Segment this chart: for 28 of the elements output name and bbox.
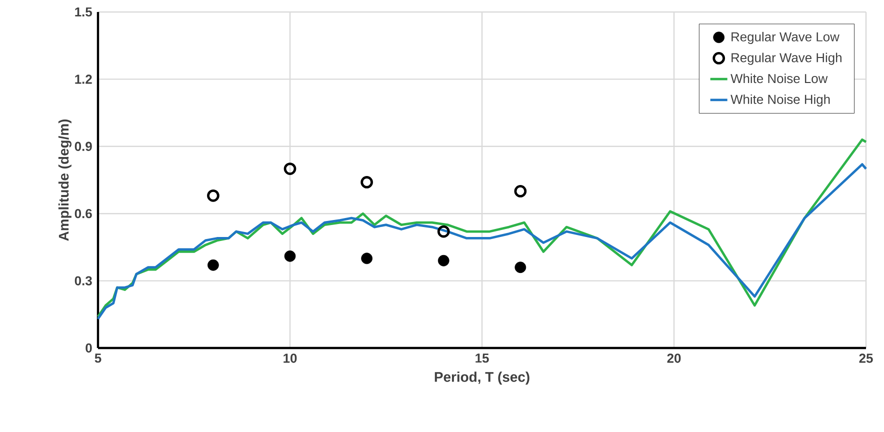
legend-label: White Noise High bbox=[730, 94, 830, 107]
point bbox=[207, 190, 220, 202]
y-tick-label: 0.3 bbox=[74, 276, 92, 286]
x-tick-label: 20 bbox=[667, 354, 681, 363]
x-tick-label: 5 bbox=[94, 354, 102, 363]
legend-label: White Noise Low bbox=[730, 74, 828, 84]
x-tick-label: 10 bbox=[284, 354, 297, 363]
point bbox=[361, 252, 372, 264]
x-axis-title: Period, T (sec) bbox=[434, 372, 530, 385]
point bbox=[208, 259, 219, 271]
y-tick-label: 0.9 bbox=[74, 142, 92, 151]
y-tick-label: 1.5 bbox=[75, 7, 92, 17]
point bbox=[360, 176, 373, 188]
x-tick-label: 25 bbox=[859, 354, 873, 363]
x-tick-label: 15 bbox=[476, 354, 489, 363]
point bbox=[514, 262, 526, 274]
y-tick-label: 0.6 bbox=[74, 209, 92, 218]
legend-label: Regular Wave Low bbox=[732, 32, 840, 44]
y-tick-label: 1.2 bbox=[75, 74, 92, 84]
point bbox=[514, 185, 527, 198]
line-series bbox=[96, 138, 868, 318]
point bbox=[284, 250, 296, 262]
legend-label: Regular Wave High bbox=[732, 52, 842, 65]
point bbox=[438, 254, 450, 266]
point bbox=[284, 162, 296, 175]
y-tick-label: 0 bbox=[86, 343, 92, 353]
y-axis-title: Amplitude (deg/m) bbox=[58, 119, 72, 241]
point bbox=[437, 225, 450, 238]
